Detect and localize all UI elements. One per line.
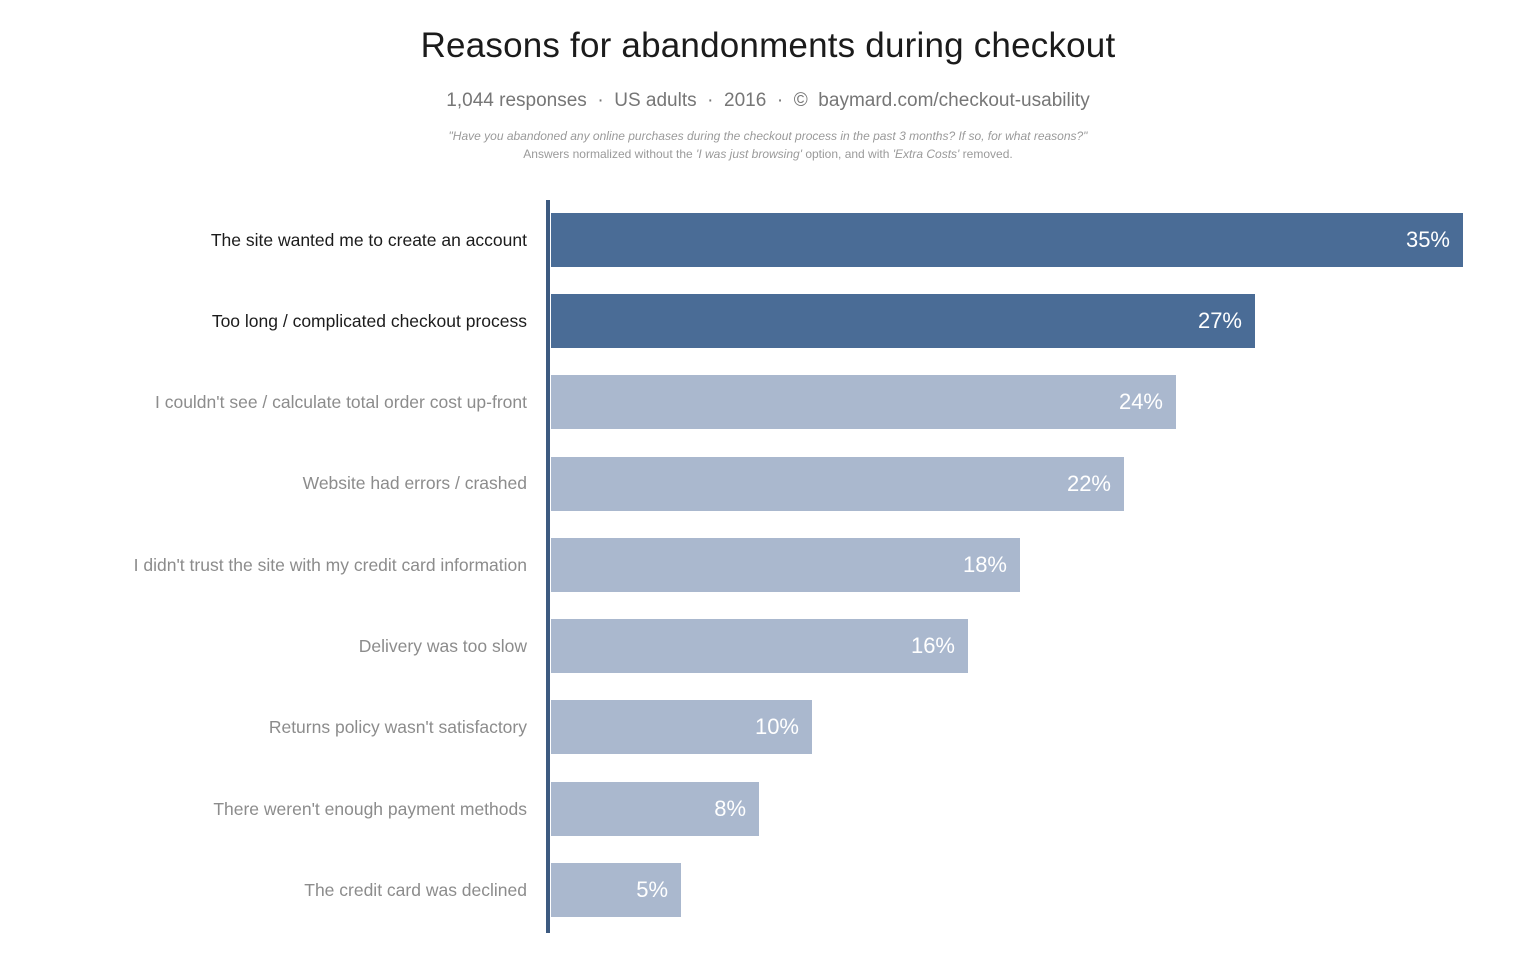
bar-track: 10%	[527, 700, 1536, 755]
y-axis-line	[546, 200, 550, 933]
chart-row: The credit card was declined 5%	[0, 849, 1536, 930]
category-label: I couldn't see / calculate total order c…	[154, 392, 527, 413]
bar: 8%	[551, 781, 759, 836]
bar: 35%	[551, 212, 1463, 267]
bar-value-label: 10%	[754, 714, 799, 740]
bar: 5%	[551, 863, 681, 918]
bar: 10%	[551, 700, 812, 755]
bar-rows: The site wanted me to create an account 3…	[0, 199, 1536, 931]
note-segment: 'Extra Costs'	[892, 147, 960, 161]
bar-value-label: 18%	[962, 551, 1007, 577]
survey-question-note: "Have you abandoned any online purchases…	[448, 129, 1088, 143]
note-segment: option, and with	[802, 147, 893, 161]
bar-track: 16%	[527, 619, 1536, 674]
chart-title: Reasons for abandonments during checkout	[420, 26, 1116, 65]
bar-track: 8%	[527, 781, 1536, 836]
category-label: The credit card was declined	[304, 879, 527, 900]
chart-row: Delivery was too slow 16%	[0, 605, 1536, 686]
category-label: Delivery was too slow	[358, 636, 527, 657]
chart-row: Too long / complicated checkout process 2…	[0, 280, 1536, 361]
category-label: The site wanted me to create an account	[210, 229, 527, 250]
chart-row: There weren't enough payment methods 8%	[0, 768, 1536, 849]
bar-value-label: 35%	[1405, 226, 1450, 252]
bar-value-label: 8%	[714, 795, 746, 821]
bar-track: 18%	[527, 537, 1536, 592]
bar-value-label: 27%	[1197, 307, 1242, 333]
bar-track: 35%	[527, 212, 1536, 267]
note-segment: Answers normalized without the	[523, 147, 697, 161]
chart-row: The site wanted me to create an account 3…	[0, 199, 1536, 280]
bar-track: 24%	[527, 375, 1536, 430]
category-label: Returns policy wasn't satisfactory	[268, 717, 527, 738]
note-segment: removed.	[959, 147, 1013, 161]
bar: 24%	[551, 375, 1176, 430]
chart-row: I didn't trust the site with my credit c…	[0, 524, 1536, 605]
bar: 16%	[551, 619, 968, 674]
chart-row: I couldn't see / calculate total order c…	[0, 362, 1536, 443]
bar-value-label: 24%	[1118, 389, 1163, 415]
category-label: Too long / complicated checkout process	[211, 310, 527, 331]
bar-track: 5%	[527, 863, 1536, 918]
bar: 27%	[551, 293, 1255, 348]
bar: 18%	[551, 537, 1020, 592]
bar-track: 27%	[527, 293, 1536, 348]
chart-subtitle: 1,044 responses · US adults · 2016 · © b…	[446, 90, 1090, 111]
category-label: I didn't trust the site with my credit c…	[133, 554, 527, 575]
chart-row: Returns policy wasn't satisfactory 10%	[0, 687, 1536, 768]
bar: 22%	[551, 456, 1124, 511]
normalization-note: Answers normalized without the 'I was ju…	[0, 147, 1536, 162]
bar-value-label: 22%	[1066, 470, 1111, 496]
category-label: There weren't enough payment methods	[213, 798, 527, 819]
bar-track: 22%	[527, 456, 1536, 511]
bar-value-label: 5%	[636, 877, 668, 903]
chart-row: Website had errors / crashed 22%	[0, 443, 1536, 524]
bar-value-label: 16%	[910, 633, 955, 659]
category-label: Website had errors / crashed	[302, 473, 527, 494]
note-segment: 'I was just browsing'	[696, 147, 802, 161]
